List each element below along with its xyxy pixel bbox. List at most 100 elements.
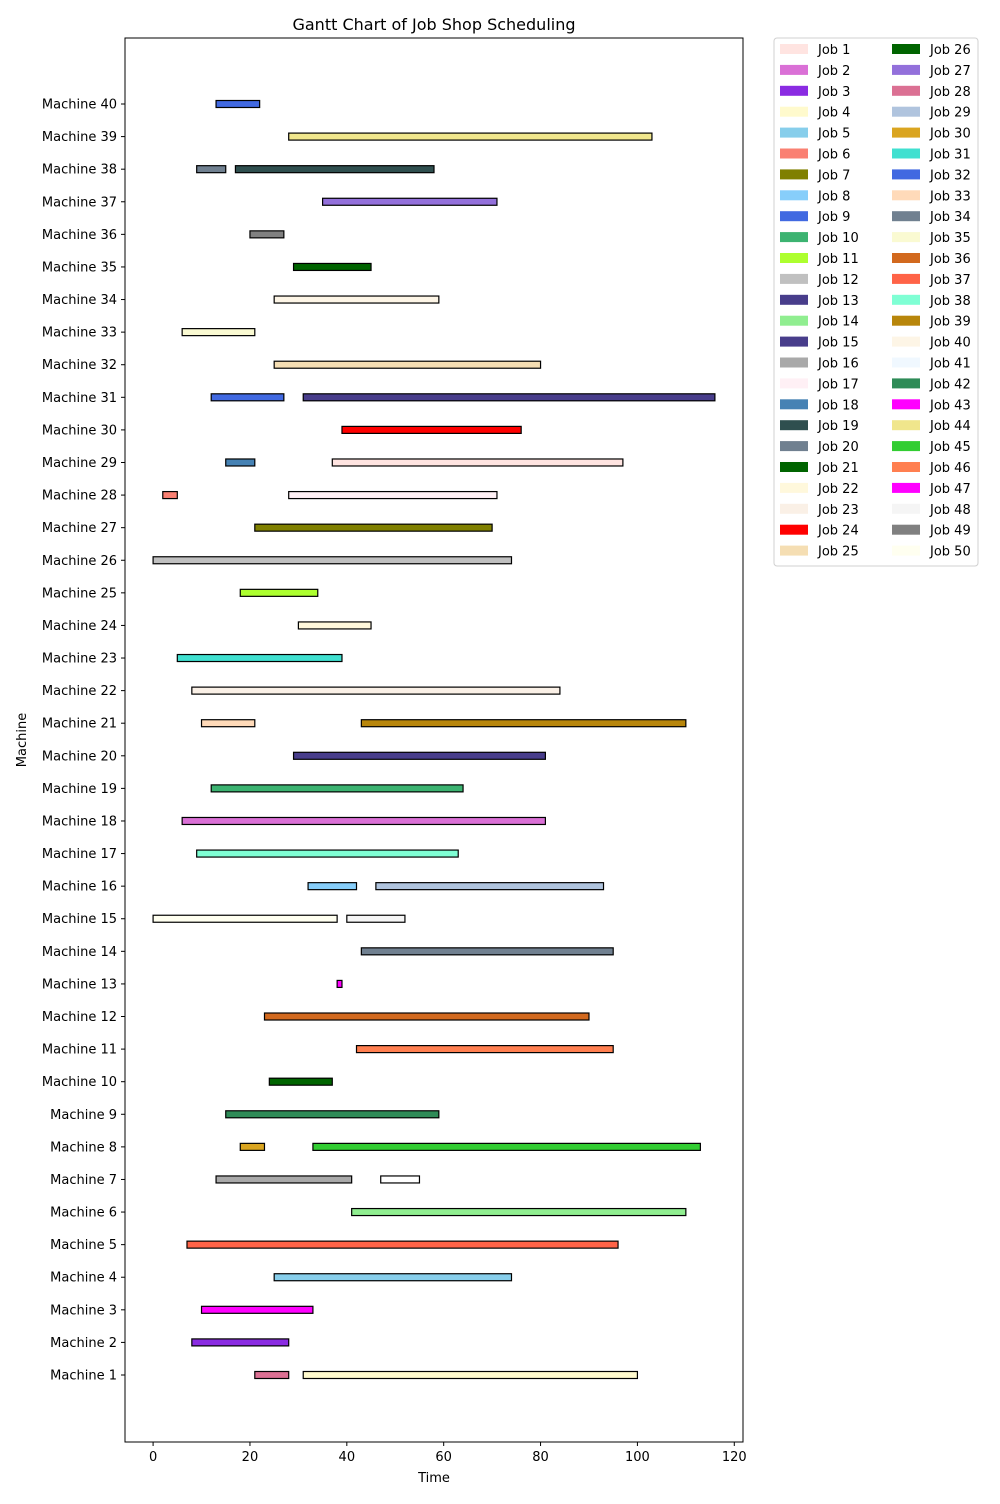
legend-swatch (892, 524, 920, 535)
legend-swatch (892, 148, 920, 159)
x-axis-label: Time (417, 1471, 450, 1486)
gantt-bar (215, 1175, 353, 1184)
gantt-bar (249, 230, 285, 239)
legend-swatch (892, 253, 920, 263)
y-tick-label: Machine 39 (42, 130, 117, 145)
legend-label: Job 10 (817, 231, 859, 246)
y-tick-label: Machine 36 (42, 228, 117, 243)
legend-swatch (780, 127, 808, 138)
legend-label: Job 39 (929, 315, 971, 330)
gantt-bar (196, 165, 227, 174)
gantt-bar (186, 1240, 619, 1249)
y-tick-label: Machine 20 (42, 749, 117, 764)
y-tick-label: Machine 4 (50, 1271, 117, 1286)
legend-swatch (780, 44, 808, 54)
legend-label: Job 6 (817, 148, 850, 163)
x-tick-label: 0 (149, 1450, 157, 1465)
gantt-bar (210, 393, 285, 402)
gantt-bar (288, 132, 653, 141)
legend-label: Job 45 (929, 440, 971, 455)
y-tick-label: Machine 1 (50, 1369, 117, 1384)
legend-label: Job 8 (817, 189, 850, 204)
x-tick-label: 120 (722, 1450, 747, 1465)
gantt-bar (152, 914, 338, 923)
gantt-bar (200, 1305, 314, 1314)
gantt-bar (234, 165, 435, 174)
legend-label: Job 35 (929, 231, 971, 246)
y-tick-label: Machine 38 (42, 163, 117, 178)
y-tick-label: Machine 35 (42, 260, 117, 275)
legend-swatch (892, 44, 920, 54)
legend-swatch (780, 399, 808, 410)
legend-label: Job 38 (929, 294, 971, 309)
y-tick-label: Machine 33 (42, 326, 117, 341)
legend-swatch (780, 441, 808, 452)
y-tick-label: Machine 26 (42, 554, 117, 569)
legend-label: Job 50 (929, 545, 971, 560)
y-tick-label: Machine 27 (42, 521, 117, 536)
legend: Job 1 Job 2 Job 3 Job 4 Job 5 Job 6 Job 7 Job 8… (773, 37, 979, 567)
gantt-bar (196, 849, 459, 858)
legend-swatch (892, 232, 920, 243)
y-tick-label: Machine 13 (42, 977, 117, 992)
y-tick-label: Machine 3 (50, 1303, 117, 1318)
x-tick-label: 80 (532, 1450, 549, 1465)
y-tick-label: Machine 25 (42, 586, 117, 601)
legend-label: Job 47 (929, 482, 971, 497)
legend-label: Job 29 (929, 106, 971, 121)
legend-label: Job 16 (817, 357, 859, 372)
legend-label: Job 13 (817, 294, 859, 309)
y-tick-label: Machine 7 (50, 1173, 117, 1188)
gantt-bar (360, 947, 614, 956)
legend-swatch (780, 106, 808, 117)
y-tick-label: Machine 24 (42, 619, 117, 634)
gantt-bar (288, 490, 498, 500)
gantt-bar (331, 458, 624, 467)
x-tick-label: 40 (339, 1450, 356, 1465)
legend-swatch (892, 462, 920, 472)
gantt-bar (254, 523, 493, 532)
gantt-bar (292, 262, 372, 272)
legend-label: Job 48 (929, 503, 971, 518)
gantt-bar (355, 1045, 614, 1054)
legend-label: Job 23 (817, 503, 859, 518)
y-tick-label: Machine 8 (50, 1140, 117, 1155)
legend-swatch (892, 503, 920, 514)
legend-swatch (892, 85, 920, 96)
legend-label: Job 40 (929, 336, 971, 351)
legend-label: Job 12 (817, 273, 859, 288)
gantt-bar (312, 1142, 701, 1151)
y-tick-label: Machine 30 (42, 423, 117, 438)
gantt-bar (302, 1370, 639, 1380)
legend-label: Job 26 (929, 43, 971, 58)
y-tick-label: Machine 10 (42, 1075, 117, 1090)
legend-swatch (780, 294, 808, 305)
y-tick-label: Machine 15 (42, 912, 117, 927)
legend-swatch (780, 169, 808, 180)
legend-swatch (780, 273, 808, 284)
legend-label: Job 24 (817, 524, 859, 539)
gantt-bar (152, 556, 513, 565)
y-tick-label: Machine 34 (42, 293, 117, 308)
gantt-bar (297, 621, 372, 630)
legend-swatch (780, 462, 808, 472)
legend-swatch (780, 420, 808, 431)
gantt-bar (273, 295, 440, 304)
x-tick-label: 100 (625, 1450, 650, 1465)
legend-swatch (892, 211, 920, 222)
legend-swatch (892, 294, 920, 305)
legend-label: Job 30 (929, 127, 971, 142)
y-tick-label: Machine 18 (42, 814, 117, 829)
gantt-bar (341, 425, 522, 434)
x-tick-label: 60 (435, 1450, 452, 1465)
legend-label: Job 7 (817, 168, 850, 183)
y-tick-label: Machine 16 (42, 880, 117, 895)
legend-label: Job 3 (817, 85, 850, 100)
gantt-bar (181, 328, 256, 337)
legend-swatch (780, 253, 808, 263)
legend-swatch (892, 190, 920, 201)
legend-swatch (780, 503, 808, 514)
legend-label: Job 44 (929, 419, 971, 434)
gantt-bar (263, 1012, 590, 1021)
